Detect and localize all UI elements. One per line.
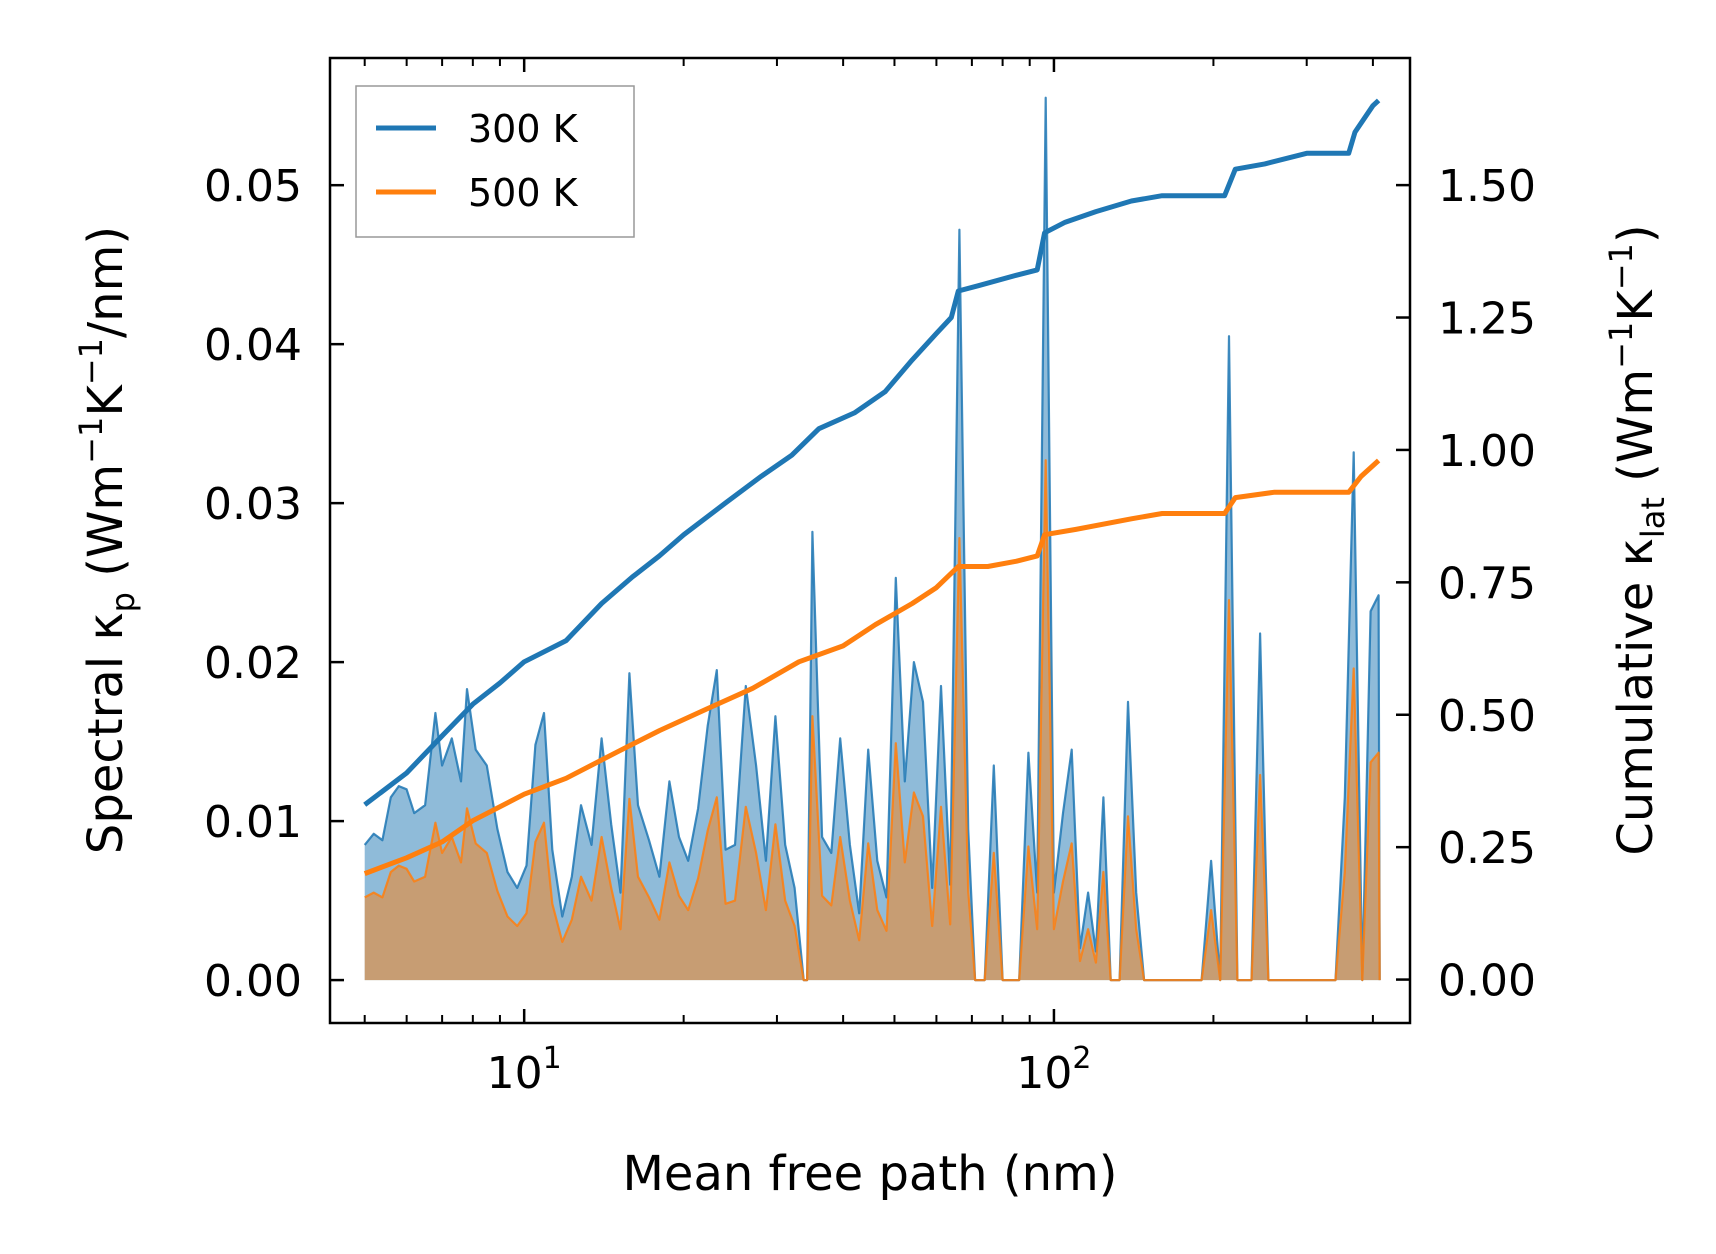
y-right-tick-label: 1.50	[1438, 161, 1536, 212]
y-right-tick-label: 0.50	[1438, 691, 1536, 742]
y-left-tick-label: 0.01	[204, 797, 302, 848]
y-axis-left-label: Spectral κp (Wm−1K−1/nm)	[72, 226, 142, 854]
cumulative-line-500k	[363, 458, 1381, 876]
y-right-tick-label: 0.25	[1438, 823, 1536, 874]
spectral-line-500k	[364, 459, 1381, 982]
y-left-tick-label: 0.05	[204, 161, 302, 212]
cumulative-line-300k	[363, 98, 1381, 807]
legend-label-300k: 300 K	[468, 107, 579, 151]
y-left-tick-label: 0.04	[204, 320, 302, 371]
x-tick-label: 101	[487, 1041, 562, 1099]
legend: 300 K 500 K	[355, 85, 635, 238]
y-left-tick-label: 0.00	[204, 956, 302, 1007]
x-axis-label: Mean free path (nm)	[623, 1146, 1118, 1202]
y-right-tick-label: 1.25	[1438, 294, 1536, 345]
y-axis-right-label: Cumulative κlat (Wm−1K−1)	[1602, 224, 1672, 855]
y-left-tick-label: 0.03	[204, 479, 302, 530]
axes-frame	[328, 56, 1412, 1025]
plot-area	[363, 96, 1381, 982]
y-right-tick-label: 0.75	[1438, 558, 1536, 609]
spectral-line-300k	[363, 96, 1381, 982]
axis-ticks: 101 102 0.00 0.01 0.02 0.03 0.04 0.05 0.00 0.25 0.…	[204, 58, 1536, 1099]
x-tick-label: 102	[1016, 1041, 1091, 1099]
legend-label-500k: 500 K	[468, 171, 579, 215]
y-right-tick-label: 0.00	[1438, 956, 1536, 1007]
legend-box	[355, 85, 635, 238]
y-right-tick-label: 1.00	[1438, 426, 1536, 477]
y-left-tick-label: 0.02	[204, 638, 302, 689]
